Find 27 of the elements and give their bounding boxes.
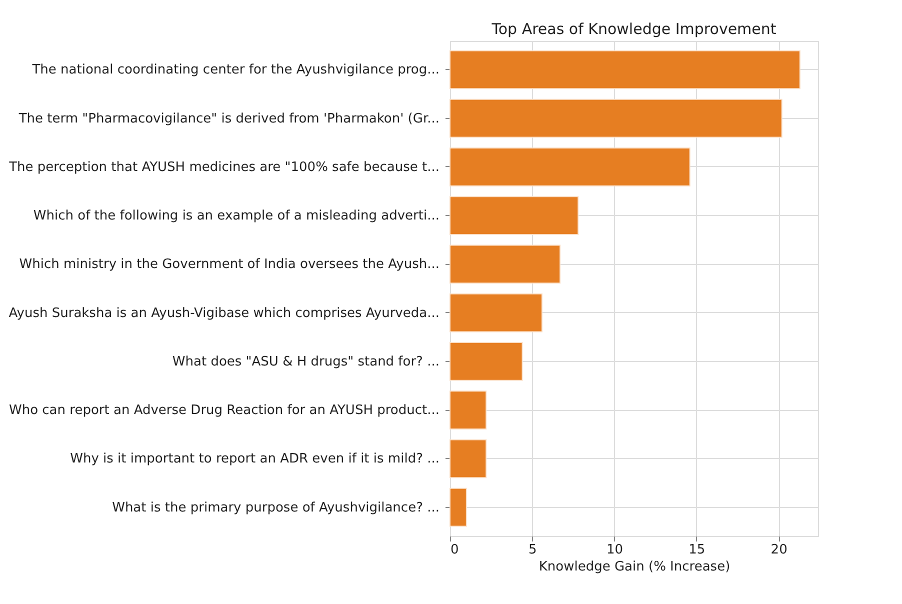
bar — [450, 50, 800, 90]
y-tick-label: Ayush Suraksha is an Ayush-Vigibase which comprises Ayurveda... — [8, 306, 440, 321]
y-tick-label: Who can report an Adverse Drug Reaction for an AYUSH product... — [8, 403, 440, 418]
x-tick-label: 20 — [770, 542, 788, 558]
chart-title: Top Areas of Knowledge Improvement — [490, 20, 776, 38]
bar — [450, 293, 542, 332]
bar — [450, 244, 561, 284]
bar — [450, 147, 690, 186]
y-tick-label: The term "Pharmacovigilance" is derived from 'Pharmakon' (Gr... — [18, 111, 440, 126]
x-tick-label: 10 — [606, 542, 624, 558]
x-tick-label: 5 — [528, 542, 537, 558]
y-tick-label: The perception that AYUSH medicines are "100% safe because t... — [8, 160, 440, 175]
bar — [450, 390, 487, 430]
y-tick-label: Which of the following is an example of a misleading adverti... — [33, 208, 440, 224]
y-tick-label: What is the primary purpose of Ayushvigilance? ... — [112, 500, 440, 516]
bar — [450, 488, 467, 527]
x-tick-label: 0 — [450, 542, 459, 558]
bar — [450, 342, 523, 381]
y-tick-label: Why is it important to report an ADR even if it is mild? ... — [70, 452, 440, 467]
bar — [450, 98, 782, 138]
x-tick-label: 15 — [688, 542, 706, 558]
y-tick-label: The national coordinating center for the Ayushvigilance prog... — [31, 62, 440, 78]
bar — [450, 439, 487, 478]
bar — [450, 196, 579, 236]
y-tick-label: Which ministry in the Government of India oversees the Ayush... — [19, 257, 440, 272]
y-tick-label: What does "ASU & H drugs" stand for? ... — [172, 354, 440, 370]
x-axis-title: Knowledge Gain (% Increase) — [538, 560, 730, 574]
